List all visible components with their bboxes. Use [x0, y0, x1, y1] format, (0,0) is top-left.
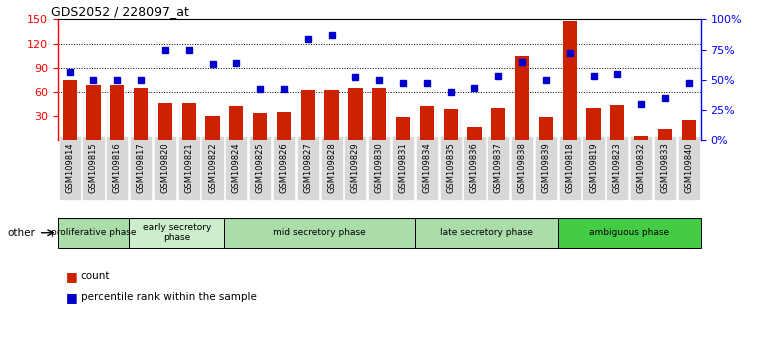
Bar: [253, 113, 267, 140]
Bar: [206, 116, 219, 140]
Text: proliferative phase: proliferative phase: [51, 228, 136, 237]
Text: count: count: [81, 271, 110, 281]
Bar: [86, 85, 101, 140]
Bar: [491, 108, 505, 140]
Bar: [158, 103, 172, 140]
Bar: [420, 106, 434, 140]
Bar: [681, 120, 696, 140]
Text: ■: ■: [65, 291, 77, 304]
Bar: [182, 103, 196, 140]
Bar: [277, 112, 291, 140]
Bar: [229, 106, 243, 140]
Text: ambiguous phase: ambiguous phase: [589, 228, 669, 237]
Bar: [634, 136, 648, 140]
Text: late secretory phase: late secretory phase: [440, 228, 533, 237]
Bar: [415, 218, 557, 248]
Bar: [62, 80, 77, 140]
Text: percentile rank within the sample: percentile rank within the sample: [81, 292, 256, 302]
Bar: [396, 116, 410, 140]
Bar: [658, 129, 672, 140]
Bar: [444, 109, 458, 140]
Bar: [557, 218, 701, 248]
Bar: [58, 218, 129, 248]
Bar: [110, 85, 125, 140]
Text: other: other: [8, 228, 35, 238]
Bar: [467, 127, 481, 140]
Text: early secretory
phase: early secretory phase: [142, 223, 211, 242]
Text: ■: ■: [65, 270, 77, 282]
Bar: [610, 105, 624, 140]
Text: mid secretory phase: mid secretory phase: [273, 228, 366, 237]
Bar: [224, 218, 415, 248]
Bar: [134, 88, 149, 140]
Bar: [587, 108, 601, 140]
Bar: [324, 90, 339, 140]
Bar: [515, 56, 529, 140]
Bar: [129, 218, 224, 248]
Bar: [539, 118, 553, 140]
Bar: [372, 88, 387, 140]
Bar: [348, 88, 363, 140]
Bar: [563, 21, 577, 140]
Bar: [300, 90, 315, 140]
Text: GDS2052 / 228097_at: GDS2052 / 228097_at: [52, 5, 189, 18]
